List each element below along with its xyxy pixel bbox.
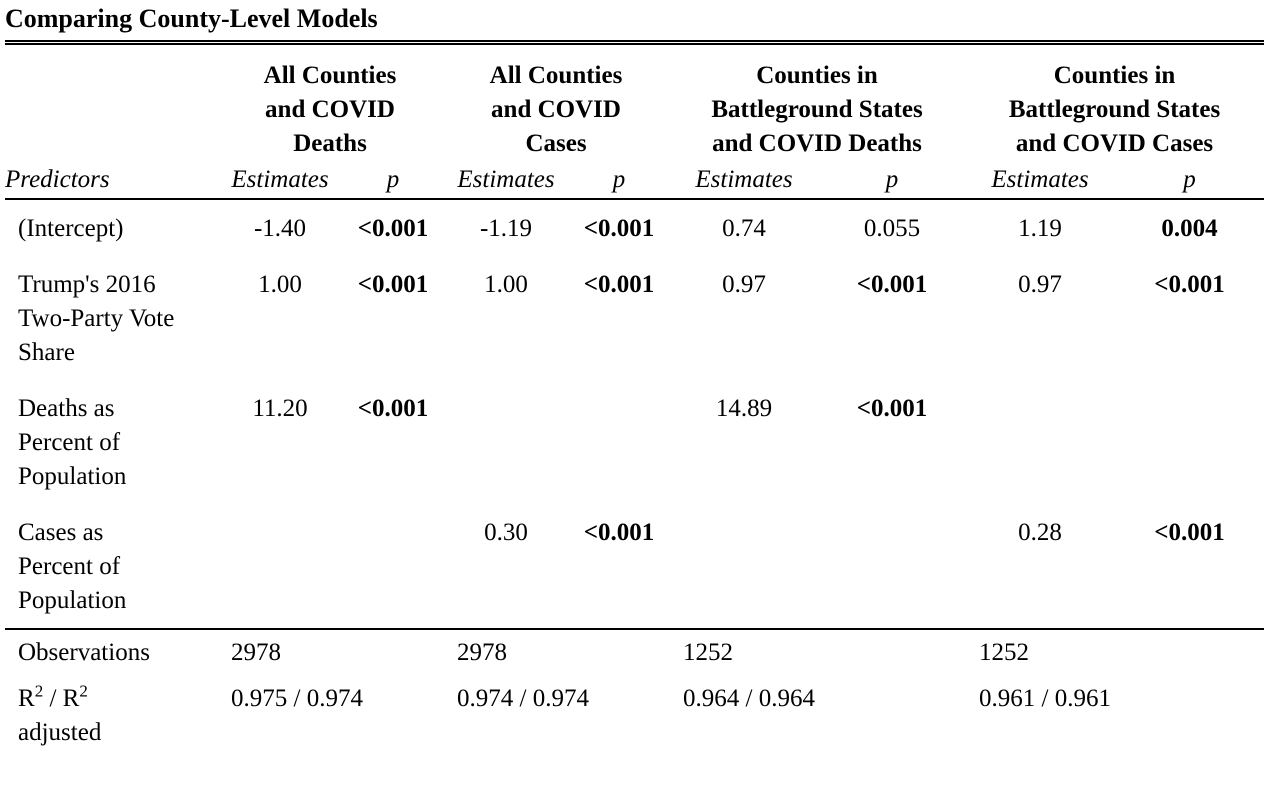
table-row: Deaths as Percent of Population 11.20 <0… (5, 392, 1264, 516)
model-header-line: and COVID Cases (1015, 130, 1214, 157)
estimate-cell: 11.20 (252, 395, 308, 422)
predictor-line: Share (18, 339, 75, 366)
estimates-header: Estimates (669, 165, 819, 200)
r-squared-sep: / R (43, 685, 80, 712)
p-value-cell: <0.001 (583, 271, 655, 298)
model-header-line: Battleground States (1008, 96, 1221, 123)
predictor-label: (Intercept) (5, 199, 217, 268)
observations-value: 2978 (443, 628, 669, 682)
observations-value: 1252 (965, 628, 1265, 682)
observations-value: 2978 (217, 628, 443, 682)
estimate-cell: 1.00 (258, 271, 302, 298)
p-value-cell: <0.001 (583, 215, 655, 242)
r-squared-value: 0.974 / 0.974 (457, 685, 589, 712)
estimate-cell: -1.40 (253, 215, 307, 242)
r-squared-value: 0.964 / 0.964 (683, 685, 815, 712)
table-row: Cases as Percent of Population 0.30 <0.0… (5, 516, 1264, 629)
model-header-line: and COVID (491, 96, 621, 123)
model-header-line: All Counties (489, 62, 623, 89)
estimate-cell: 14.89 (715, 395, 773, 422)
model-header-line: Battleground States (711, 96, 923, 123)
predictor-line: Population (18, 587, 127, 614)
observations-row: Observations 2978 2978 1252 1252 (5, 628, 1265, 682)
predictor-line: Population (18, 463, 127, 490)
estimate-cell: -1.19 (479, 215, 533, 242)
predictor-label: Cases as Percent of Population (5, 516, 217, 629)
predictor-line: Deaths as (18, 395, 115, 422)
predictors-header: Predictors (5, 165, 217, 200)
observations-label: Observations (5, 628, 217, 682)
r-squared-value: 0.975 / 0.974 (231, 685, 363, 712)
estimate-cell: 0.30 (484, 519, 528, 546)
p-value-cell: <0.001 (856, 271, 928, 298)
p-value-cell (819, 516, 965, 629)
model-header-line: Counties in (1053, 62, 1176, 89)
r-squared-adjusted: adjusted (18, 719, 102, 746)
p-header: p (343, 165, 443, 200)
predictor-line: Two-Party Vote (18, 305, 175, 332)
estimates-header: Estimates (443, 165, 569, 200)
p-value-cell: <0.001 (357, 271, 429, 298)
estimate-cell (217, 516, 343, 629)
p-value-cell: <0.001 (856, 395, 928, 422)
p-header: p (1115, 165, 1265, 200)
model-header-row: All Counties and COVID Deaths All Counti… (5, 43, 1264, 166)
predictor-label: Deaths as Percent of Population (5, 392, 217, 516)
column-subheader-row: Predictors Estimates p Estimates p Estim… (5, 165, 1265, 200)
r-squared-row: R2 / R2 adjusted 0.975 / 0.974 0.974 / 0.… (5, 682, 1264, 750)
estimate-cell (965, 392, 1115, 516)
p-value-cell: <0.001 (583, 519, 655, 546)
table-row: (Intercept) -1.40 <0.001 -1.19 <0.001 0.… (5, 199, 1264, 268)
p-value-cell: <0.001 (1154, 519, 1225, 546)
regression-table: All Counties and COVID Deaths All Counti… (5, 40, 1265, 750)
p-value-cell (343, 516, 443, 629)
predictor-label: Trump's 2016 Two-Party Vote Share (5, 268, 217, 392)
p-value-cell: <0.001 (357, 215, 429, 242)
r-squared-superscript: 2 (34, 681, 44, 701)
estimate-cell: 0.74 (722, 215, 766, 242)
model-header-line: and COVID Deaths (712, 130, 922, 157)
p-header: p (819, 165, 966, 200)
model-header-1: All Counties and COVID Deaths (217, 43, 443, 166)
model-header-3: Counties in Battleground States and COVI… (669, 43, 965, 166)
model-header-line: Cases (525, 130, 587, 157)
model-header-line: All Counties (263, 62, 397, 89)
r-squared-label: R2 / R2 adjusted (5, 682, 217, 750)
estimate-cell: 1.00 (484, 271, 528, 298)
estimates-header: Estimates (965, 165, 1116, 200)
predictor-line: (Intercept) (18, 215, 124, 242)
estimates-header: Estimates (217, 165, 343, 200)
p-value-cell (569, 392, 669, 516)
table-row: Trump's 2016 Two-Party Vote Share 1.00 <… (5, 268, 1264, 392)
estimate-cell (669, 516, 819, 629)
estimate-cell (443, 392, 569, 516)
estimate-cell: 0.97 (1018, 271, 1062, 298)
r-squared-superscript: 2 (79, 681, 88, 701)
predictor-line: Trump's 2016 (18, 271, 156, 298)
p-value-cell: <0.001 (1154, 271, 1225, 298)
predictor-line: Cases as (18, 519, 104, 546)
predictor-line: Percent of (18, 429, 121, 456)
p-value-cell (1115, 392, 1264, 516)
table-caption: Comparing County-Level Models (5, 4, 378, 33)
model-header-line: Counties in (756, 62, 878, 89)
regression-table-page: Comparing County-Level Models All Counti… (5, 4, 1265, 750)
p-value-cell: 0.004 (1161, 215, 1218, 242)
p-value-cell: <0.001 (357, 395, 429, 422)
estimate-cell: 1.19 (1018, 215, 1062, 242)
model-header-line: Deaths (293, 130, 367, 157)
model-header-blank (5, 43, 217, 166)
observations-value: 1252 (669, 628, 966, 682)
estimate-cell: 0.28 (1018, 519, 1062, 546)
p-value-cell: 0.055 (863, 215, 921, 242)
p-header: p (569, 165, 669, 200)
predictor-line: Percent of (18, 553, 121, 580)
model-header-4: Counties in Battleground States and COVI… (965, 43, 1264, 166)
model-header-line: and COVID (265, 96, 395, 123)
r-squared-value: 0.961 / 0.961 (979, 685, 1111, 712)
estimate-cell: 0.97 (722, 271, 766, 298)
r-squared-r: R (18, 685, 35, 712)
model-header-2: All Counties and COVID Cases (443, 43, 669, 166)
